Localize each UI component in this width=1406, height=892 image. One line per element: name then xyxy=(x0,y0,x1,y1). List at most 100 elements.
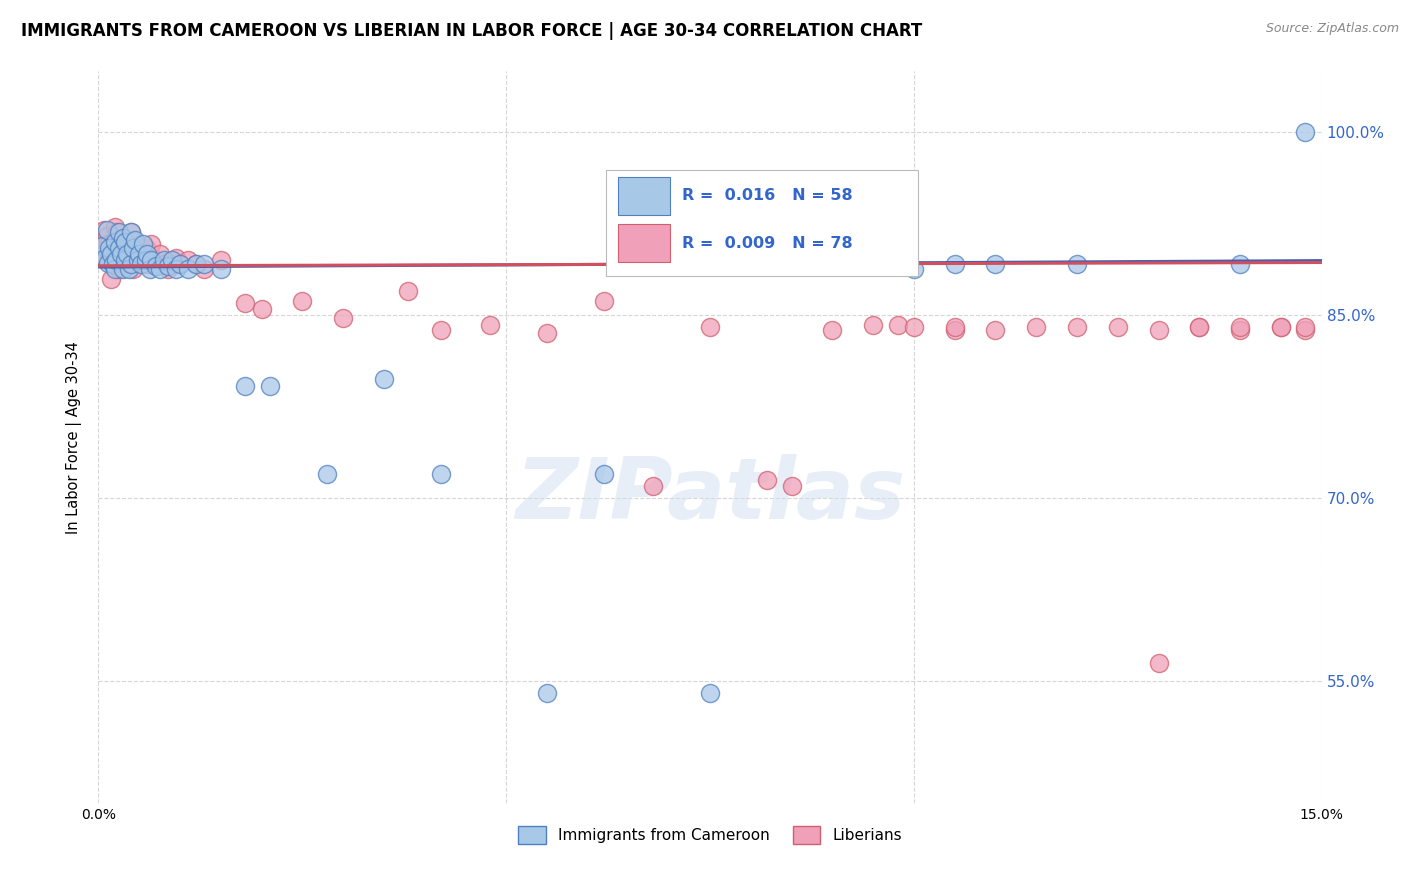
Point xyxy=(118,261,141,276)
Point xyxy=(141,237,163,252)
Text: ZIPatlas: ZIPatlas xyxy=(515,454,905,537)
Point xyxy=(250,302,273,317)
Point xyxy=(1025,320,1047,334)
Point xyxy=(193,261,215,276)
Point xyxy=(108,225,131,239)
Point xyxy=(128,247,150,261)
Point xyxy=(838,253,860,268)
Point xyxy=(149,261,172,276)
Point xyxy=(862,318,884,332)
Point xyxy=(120,225,142,239)
Point xyxy=(1107,320,1129,334)
Point xyxy=(886,318,908,332)
Point xyxy=(145,260,167,274)
Point xyxy=(104,220,127,235)
Point xyxy=(984,257,1007,271)
Point xyxy=(97,237,120,252)
Point xyxy=(1147,656,1170,670)
Point xyxy=(821,323,844,337)
Point xyxy=(1066,320,1088,334)
Point xyxy=(169,257,191,271)
Point xyxy=(152,257,174,271)
Point xyxy=(139,261,162,276)
Point xyxy=(160,256,183,270)
Point xyxy=(124,247,146,261)
Text: R =  0.009   N = 78: R = 0.009 N = 78 xyxy=(682,235,852,251)
Point xyxy=(780,257,803,271)
Point xyxy=(120,251,142,265)
Point xyxy=(233,296,256,310)
Point xyxy=(1270,320,1292,334)
Point xyxy=(332,310,354,325)
Point xyxy=(430,323,453,337)
Point xyxy=(97,256,120,270)
Point xyxy=(94,251,117,265)
Point xyxy=(98,247,121,261)
Point xyxy=(120,257,142,271)
Point xyxy=(136,257,159,271)
Point xyxy=(593,293,616,308)
Point xyxy=(114,237,136,252)
Point xyxy=(127,253,149,268)
Point xyxy=(152,253,174,268)
Point xyxy=(93,223,115,237)
Point xyxy=(1147,323,1170,337)
Point xyxy=(100,271,122,285)
Point xyxy=(98,241,121,255)
Point xyxy=(373,371,395,385)
Point xyxy=(536,326,558,341)
Point xyxy=(114,251,136,265)
Point xyxy=(104,235,127,249)
Point xyxy=(94,251,117,265)
Point xyxy=(315,467,337,481)
Point xyxy=(115,256,138,270)
Point xyxy=(396,284,419,298)
Point xyxy=(124,233,146,247)
Point xyxy=(699,686,721,700)
Point xyxy=(209,253,232,268)
Point xyxy=(101,235,124,249)
Point xyxy=(111,261,134,276)
Text: R =  0.016   N = 58: R = 0.016 N = 58 xyxy=(682,188,852,203)
Point xyxy=(100,247,122,261)
Point xyxy=(186,257,208,271)
Point xyxy=(1229,323,1251,337)
Point xyxy=(120,225,142,239)
Point xyxy=(641,479,664,493)
Point xyxy=(156,261,179,276)
Text: Source: ZipAtlas.com: Source: ZipAtlas.com xyxy=(1265,22,1399,36)
Point xyxy=(699,320,721,334)
Point xyxy=(536,686,558,700)
Point xyxy=(169,257,191,271)
Point xyxy=(943,257,966,271)
Point xyxy=(111,233,134,247)
Point xyxy=(1294,323,1316,337)
Point xyxy=(108,241,131,255)
Point xyxy=(756,473,779,487)
Point xyxy=(135,253,157,268)
Point xyxy=(160,253,183,268)
Point xyxy=(118,241,141,255)
Point xyxy=(1066,257,1088,271)
Point xyxy=(149,247,172,261)
Point xyxy=(101,257,124,271)
Point xyxy=(186,257,208,271)
Point xyxy=(145,253,167,268)
Point xyxy=(780,479,803,493)
Point xyxy=(132,237,155,252)
Point xyxy=(110,247,132,261)
Point xyxy=(903,261,925,276)
Point xyxy=(114,235,136,249)
Point xyxy=(135,241,157,255)
Point xyxy=(165,251,187,265)
Point xyxy=(1188,320,1211,334)
Point xyxy=(478,318,501,332)
Point xyxy=(1294,320,1316,334)
Point xyxy=(593,467,616,481)
Point xyxy=(108,261,131,276)
Point xyxy=(111,231,134,245)
Legend: Immigrants from Cameroon, Liberians: Immigrants from Cameroon, Liberians xyxy=(512,820,908,850)
Point xyxy=(96,223,118,237)
Point xyxy=(100,256,122,270)
Point xyxy=(1270,320,1292,334)
